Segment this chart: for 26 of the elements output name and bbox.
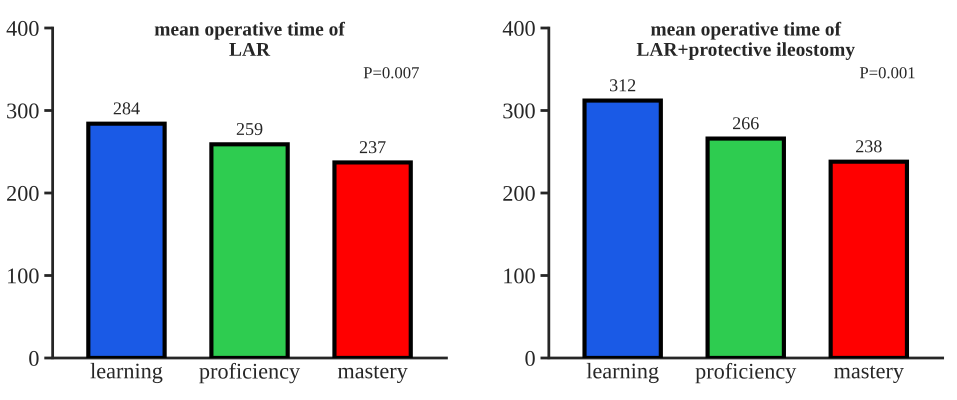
x-tick-label: mastery: [834, 366, 904, 384]
data-label: 237: [360, 141, 386, 154]
y-tick-label: 100: [504, 268, 535, 284]
y-tick-label: 300: [7, 103, 39, 118]
y-tick-label: 400: [6, 20, 39, 36]
y-tick-label: 200: [7, 186, 39, 201]
y-tick-label: 100: [8, 268, 39, 284]
y-tick-label: 0: [29, 350, 39, 366]
chart-title: mean operative time of LAR: [154, 22, 346, 56]
y-tick-label: 300: [503, 103, 535, 118]
data-label: 259: [236, 122, 262, 136]
chart-title: mean operative time of LAR+protective ileostomy: [636, 22, 855, 60]
x-tick-label: proficiency: [199, 362, 300, 384]
data-label: 266: [732, 117, 759, 130]
y-tick-label: 200: [503, 186, 535, 201]
x-tick-label: proficiency: [696, 362, 796, 384]
x-tick-label: mastery: [338, 366, 408, 384]
x-tick-label: learning: [586, 362, 659, 384]
data-label: 238: [856, 140, 882, 152]
data-label: 284: [114, 102, 140, 114]
y-tick-label: 0: [525, 350, 535, 366]
y-tick-label: 400: [502, 20, 535, 36]
data-label: 312: [610, 79, 636, 92]
x-tick-label: learning: [90, 362, 162, 384]
annotation: P=0.001: [860, 67, 915, 78]
annotation: P=0.007: [364, 67, 419, 78]
